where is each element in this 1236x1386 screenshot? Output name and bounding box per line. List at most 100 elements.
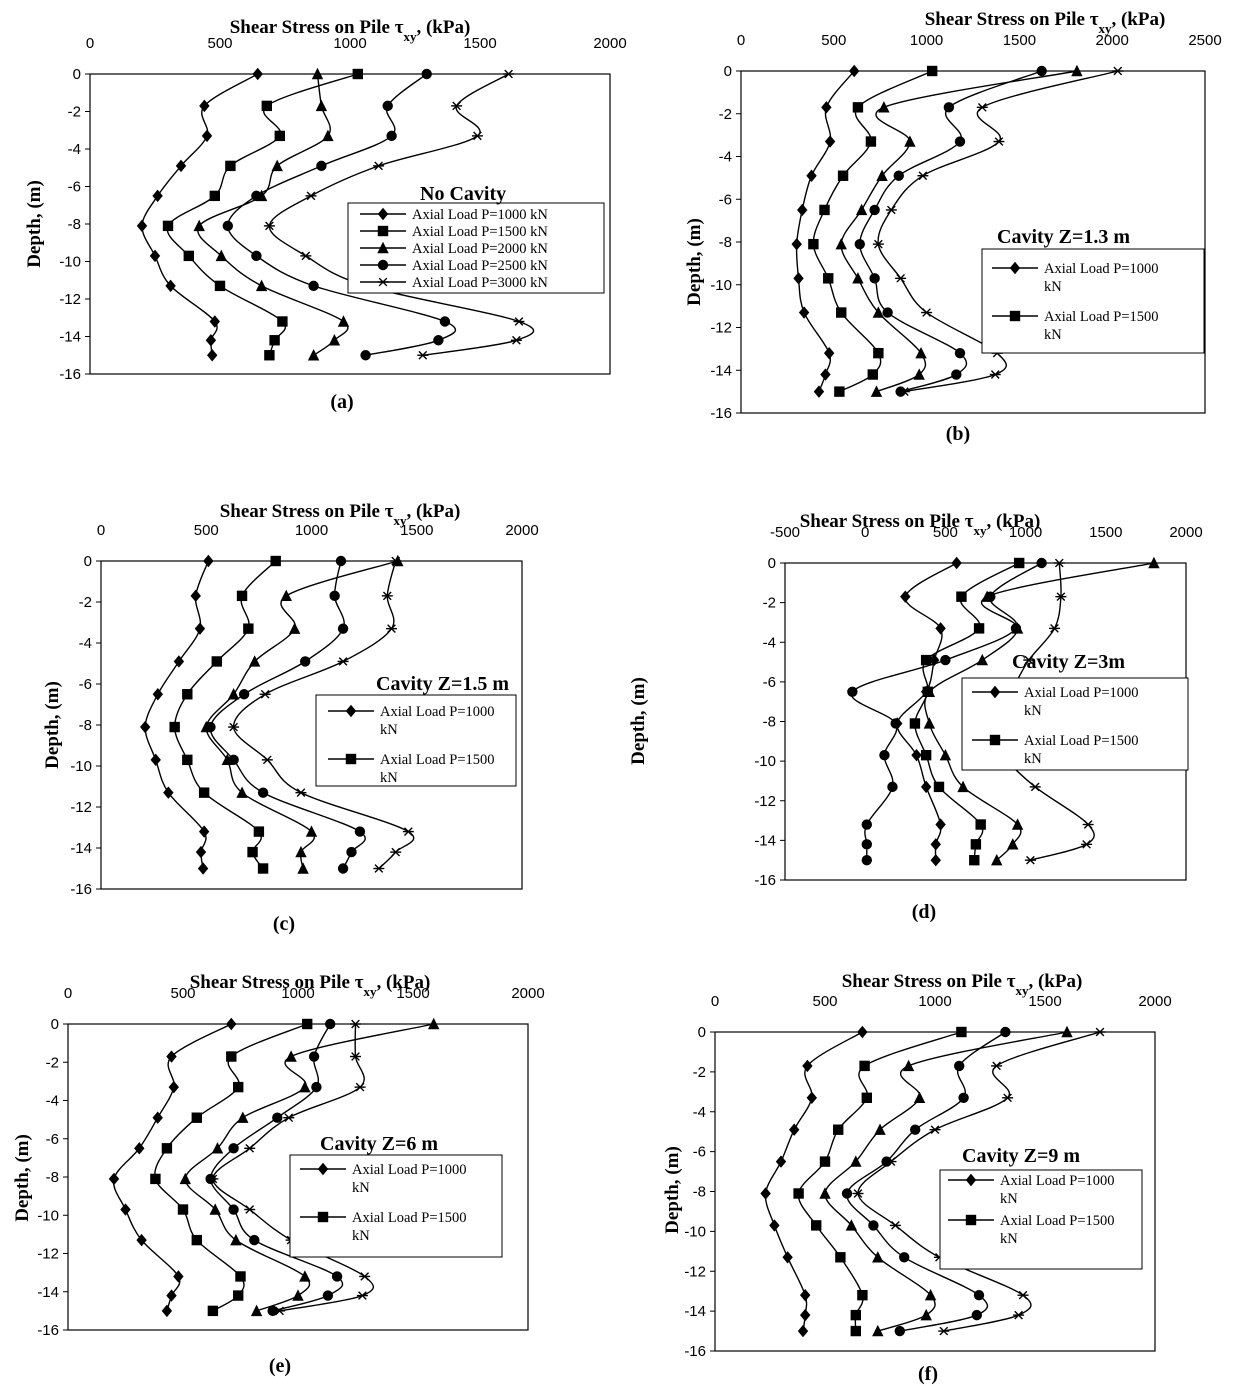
data-point-triangle [1007, 838, 1019, 850]
data-point-star [305, 191, 317, 201]
data-point-circle [228, 1204, 239, 1215]
data-point-circle [311, 1081, 322, 1093]
data-point-circle [267, 1305, 278, 1317]
series-line-5 [212, 1023, 375, 1312]
data-point-star [295, 788, 307, 797]
data-point-diamond [165, 279, 176, 293]
data-point-diamond [203, 554, 214, 568]
data-point-star [1013, 1310, 1025, 1320]
data-point-diamond [798, 306, 810, 319]
y-tick-label: -2 [719, 106, 732, 123]
data-point-square [933, 781, 945, 793]
data-point-circle [861, 819, 873, 830]
cavity-annotation: Cavity Z=9 m [962, 1145, 1080, 1167]
y-axis-label: Depth, (m) [12, 1134, 33, 1222]
data-point-diamond [108, 1172, 120, 1186]
y-tick-label: -10 [710, 277, 732, 294]
data-point-star [1094, 1027, 1106, 1037]
data-point-square [857, 1289, 868, 1301]
data-point-triangle [991, 853, 1003, 866]
data-point-circle [985, 591, 996, 602]
data-point-triangle [248, 655, 261, 667]
y-tick-label: -6 [763, 674, 776, 691]
data-point-triangle [305, 825, 318, 837]
y-tick-label: -6 [68, 179, 81, 196]
x-tick-label: 2000 [511, 985, 544, 1002]
data-point-diamond [197, 862, 209, 875]
x-tick-label: 2000 [1138, 993, 1171, 1010]
data-point-circle [958, 1092, 969, 1103]
data-point-square [207, 1305, 219, 1317]
data-point-square [819, 1156, 831, 1167]
data-point-triangle [835, 237, 847, 250]
data-point-triangle [236, 786, 248, 798]
legend: Axial Load P=1000 kN Axial Load P=1500 kN [289, 1154, 503, 1258]
data-point-circle [382, 100, 393, 112]
data-point-circle [841, 1188, 853, 1199]
data-point-square [837, 170, 849, 181]
data-point-diamond [802, 1059, 813, 1073]
data-point-circle [433, 335, 444, 346]
series-line-1 [764, 1031, 863, 1332]
data-point-star [503, 69, 515, 79]
series-line-2 [166, 73, 359, 356]
data-point-square [150, 1173, 161, 1185]
data-point-star [263, 221, 275, 231]
y-tick-label: -2 [693, 1064, 706, 1081]
cavity-annotation: Cavity Z=1.3 m [997, 226, 1130, 248]
data-point-square [264, 350, 275, 361]
data-point-diamond [136, 1233, 147, 1247]
data-point-triangle [315, 99, 328, 112]
x-tick-label: 1000 [295, 522, 328, 539]
data-point-star [390, 847, 402, 857]
data-point-circle [954, 136, 966, 147]
legend-label: Axial Load P=1500 kN [380, 752, 495, 786]
y-tick-label: -8 [693, 1184, 706, 1201]
data-point-square [833, 1124, 844, 1135]
data-point-square [274, 130, 285, 142]
legend-label: Axial Load P=1000 kN [1024, 685, 1139, 719]
y-tick-label: -4 [693, 1104, 706, 1121]
data-point-diamond [760, 1187, 771, 1200]
data-point-square [277, 316, 288, 327]
x-tick-label: 500 [194, 522, 219, 539]
data-point-triangle [1061, 1025, 1073, 1038]
data-point-star [898, 387, 910, 396]
data-point-circle [1010, 623, 1022, 634]
data-point-square [302, 1018, 313, 1030]
data-point-star [989, 370, 1001, 379]
data-point-star [417, 350, 429, 360]
data-point-circle [329, 590, 340, 602]
data-point-triangle [920, 1308, 932, 1321]
panel-label: (d) [912, 901, 936, 923]
data-point-diamond [920, 780, 932, 794]
y-tick-label: -8 [719, 234, 732, 251]
data-point-triangle [852, 272, 864, 284]
legend-label: Axial Load P=2500 kN [412, 258, 548, 274]
data-point-circle [954, 347, 966, 359]
data-point-diamond [175, 159, 187, 173]
data-point-circle [346, 846, 357, 858]
data-point-diamond [800, 1308, 811, 1322]
data-point-star [1029, 782, 1041, 792]
data-point-triangle [913, 368, 925, 380]
data-point-circle [951, 369, 962, 380]
data-point-diamond [797, 1324, 809, 1338]
y-tick-label: -4 [46, 1093, 59, 1110]
legend-marker-diamond [345, 704, 357, 718]
data-point-diamond [120, 1203, 131, 1216]
data-point-square [852, 102, 864, 113]
data-point-diamond [824, 135, 836, 148]
data-point-triangle [1011, 818, 1024, 830]
data-point-circle [882, 307, 893, 318]
data-point-square [226, 1051, 237, 1062]
data-point-diamond [951, 556, 962, 570]
data-point-triangle [870, 385, 883, 397]
y-tick-label: -12 [684, 1263, 706, 1280]
data-point-diamond [150, 753, 161, 767]
data-point-star [244, 1143, 256, 1153]
y-tick-label: -8 [79, 717, 92, 734]
data-point-diamond [820, 368, 831, 381]
data-point-circle [331, 1271, 343, 1282]
data-point-circle [868, 1220, 879, 1231]
